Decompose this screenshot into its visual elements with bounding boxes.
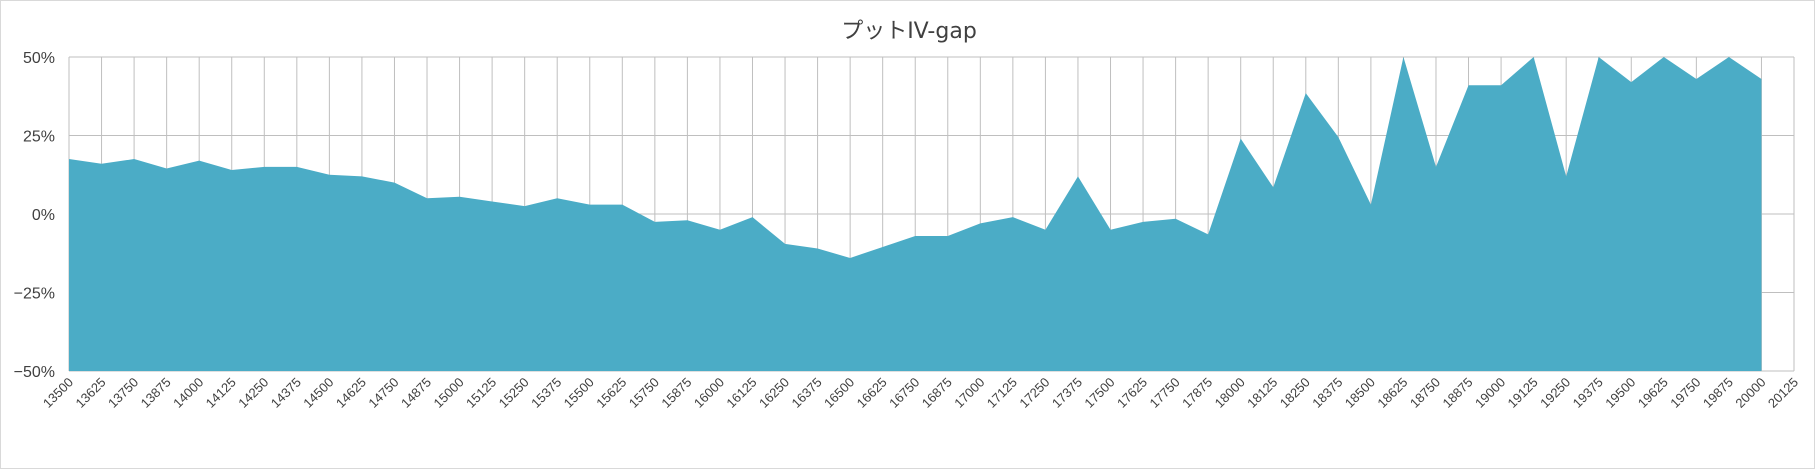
y-tick-label: 0% xyxy=(32,207,55,224)
x-tick-label: 19000 xyxy=(1472,375,1508,411)
x-tick-label: 14000 xyxy=(170,375,206,411)
x-tick-label: 17250 xyxy=(1016,375,1052,411)
x-tick-label: 15625 xyxy=(593,375,629,411)
x-tick-label: 20000 xyxy=(1732,375,1768,411)
x-tick-label: 18000 xyxy=(1212,375,1248,411)
y-tick-label: 25% xyxy=(23,129,55,146)
x-tick-label: 19625 xyxy=(1635,375,1671,411)
x-tick-label: 18750 xyxy=(1407,375,1443,411)
x-tick-label: 15750 xyxy=(626,375,662,411)
x-tick-label: 16500 xyxy=(821,375,857,411)
x-tick-label: 18250 xyxy=(1277,375,1313,411)
x-tick-label: 13625 xyxy=(72,375,108,411)
x-tick-label: 19375 xyxy=(1570,375,1606,411)
x-tick-label: 15875 xyxy=(658,375,694,411)
x-tick-label: 18625 xyxy=(1374,375,1410,411)
x-tick-label: 16750 xyxy=(886,375,922,411)
x-tick-label: 17125 xyxy=(984,375,1020,411)
x-tick-label: 19750 xyxy=(1667,375,1703,411)
x-tick-label: 17750 xyxy=(1147,375,1183,411)
x-tick-label: 15375 xyxy=(528,375,564,411)
x-tick-label: 19125 xyxy=(1505,375,1541,411)
x-tick-label: 17375 xyxy=(1049,375,1085,411)
x-tick-label: 16000 xyxy=(691,375,727,411)
x-tick-label: 16375 xyxy=(789,375,825,411)
y-tick-label: −25% xyxy=(14,286,55,303)
x-tick-label: 17875 xyxy=(1179,375,1215,411)
x-tick-label: 17500 xyxy=(1081,375,1117,411)
x-tick-label: 16875 xyxy=(919,375,955,411)
x-axis: 1350013625137501387514000141251425014375… xyxy=(40,375,1801,411)
x-tick-label: 18125 xyxy=(1244,375,1280,411)
series-layer xyxy=(69,57,1762,371)
y-axis: 50% 25% 0% −25% −50% xyxy=(14,50,55,381)
x-tick-label: 14500 xyxy=(300,375,336,411)
x-tick-label: 16125 xyxy=(723,375,759,411)
x-tick-label: 18375 xyxy=(1309,375,1345,411)
x-tick-label: 15125 xyxy=(463,375,499,411)
y-tick-label: 50% xyxy=(23,50,55,67)
chart-title: プットIV-gap xyxy=(841,19,977,44)
x-tick-label: 16625 xyxy=(854,375,890,411)
x-tick-label: 13875 xyxy=(138,375,174,411)
y-tick-label: −50% xyxy=(14,364,55,381)
x-tick-label: 18500 xyxy=(1342,375,1378,411)
x-tick-label: 19875 xyxy=(1700,375,1736,411)
x-tick-label: 14750 xyxy=(365,375,401,411)
x-tick-label: 20125 xyxy=(1765,375,1801,411)
x-tick-label: 19500 xyxy=(1602,375,1638,411)
x-tick-label: 14250 xyxy=(235,375,271,411)
x-tick-label: 14375 xyxy=(268,375,304,411)
x-tick-label: 15500 xyxy=(561,375,597,411)
x-tick-label: 17625 xyxy=(1114,375,1150,411)
area-series xyxy=(69,57,1762,371)
x-tick-label: 15250 xyxy=(496,375,532,411)
x-tick-label: 16250 xyxy=(756,375,792,411)
x-tick-label: 13750 xyxy=(105,375,141,411)
x-tick-label: 14125 xyxy=(203,375,239,411)
x-tick-label: 14625 xyxy=(333,375,369,411)
x-tick-label: 14875 xyxy=(398,375,434,411)
x-tick-label: 18875 xyxy=(1439,375,1475,411)
x-tick-label: 15000 xyxy=(431,375,467,411)
x-tick-label: 19250 xyxy=(1537,375,1573,411)
x-tick-label: 17000 xyxy=(951,375,987,411)
